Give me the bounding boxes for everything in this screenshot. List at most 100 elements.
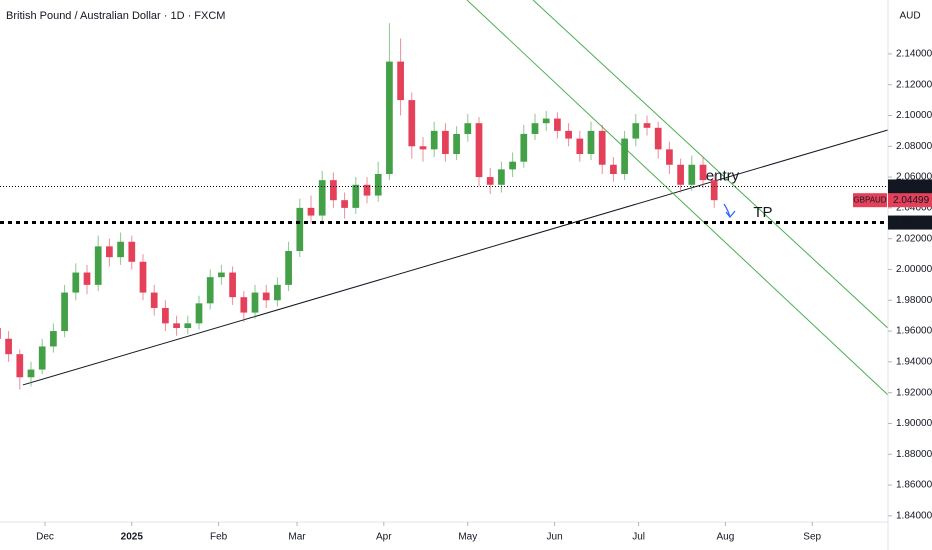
candle-body: [710, 180, 718, 201]
candle-body: [542, 118, 550, 124]
candle-body: [430, 130, 438, 150]
x-tick-label: 2025: [121, 532, 144, 543]
trend-line: [532, 0, 888, 329]
axes: 2.14000 2.12000 2.10000 2.08000 2.06000 2.040…: [36, 49, 932, 543]
candle-body: [352, 184, 360, 208]
candle-body: [195, 303, 203, 324]
candle-body: [643, 123, 651, 128]
y-tick-label: 2.06000: [896, 172, 932, 183]
candle-body: [106, 246, 113, 258]
y-tick-label: 1.96000: [896, 326, 932, 337]
x-tick-label: Apr: [376, 532, 392, 543]
candle-body: [475, 123, 483, 178]
candle-body: [587, 130, 595, 154]
candle-body: [677, 164, 684, 185]
candle-body: [464, 123, 472, 134]
candle-body: [262, 292, 270, 301]
candle-body: [128, 241, 136, 262]
x-tick-label: Jul: [632, 532, 645, 543]
candle-body: [386, 61, 393, 174]
candle-body: [5, 338, 12, 355]
y-tick-label: 1.90000: [896, 418, 932, 429]
y-tick-label: 1.84000: [896, 510, 932, 521]
candle-body: [318, 180, 326, 216]
candle-body: [16, 354, 24, 378]
candle-body: [27, 369, 35, 378]
chart-title: British Pound / Australian Dollar · 1D ·…: [6, 10, 225, 22]
candle-body: [397, 61, 404, 101]
candle-body: [565, 130, 572, 139]
y-tick-label: 2.10000: [896, 110, 932, 121]
x-tick-label: Jun: [547, 532, 563, 543]
candle-body: [610, 164, 617, 174]
price-level-tag: [888, 215, 932, 230]
candle-body: [240, 297, 248, 313]
candle-body: [374, 174, 382, 196]
candle-body: [509, 161, 516, 170]
candle-body: [330, 180, 337, 201]
candle-body: [307, 207, 315, 216]
candle-body: [218, 272, 225, 278]
plot-area: [0, 0, 888, 396]
y-tick-label: 1.86000: [896, 480, 932, 491]
annotation: entry: [706, 167, 740, 184]
symbol-label: GBPAUD: [853, 195, 886, 204]
candle-body: [498, 169, 505, 185]
candle-body: [699, 164, 707, 181]
y-tick-label: 2.04000: [896, 203, 932, 214]
last-price-label: 2.04499: [893, 195, 930, 206]
x-tick-label: May: [458, 532, 477, 543]
candle-body: [72, 272, 80, 293]
y-tick-label: 2.08000: [896, 141, 932, 152]
y-tick-label: 1.94000: [896, 356, 932, 367]
candle-body: [61, 292, 68, 332]
candle-body: [274, 284, 281, 301]
y-tick-label: 2.12000: [896, 79, 932, 90]
candle-body: [0, 327, 1, 339]
x-tick-label: Dec: [36, 532, 54, 543]
candle-body: [453, 133, 460, 154]
candle-body: [598, 130, 606, 165]
candle-body: [621, 138, 628, 174]
y-tick-label: 1.92000: [896, 387, 932, 398]
candle-body: [632, 123, 640, 139]
candle-body: [486, 177, 494, 185]
y-tick-label: 1.88000: [896, 449, 932, 460]
price-level-tag: [888, 179, 932, 194]
candle-body: [576, 138, 584, 154]
trend-line: [466, 0, 888, 396]
x-tick-label: Sep: [803, 532, 821, 543]
currency-label: AUD: [899, 11, 920, 22]
candle-body: [408, 100, 416, 147]
candle-body: [150, 292, 158, 308]
candle-body: [83, 272, 91, 285]
price-level-label: 2.05390: [893, 181, 930, 192]
candle-body: [285, 250, 292, 285]
candle-body: [184, 323, 192, 328]
candle-body: [38, 346, 46, 370]
candle-body: [520, 133, 528, 162]
candle-body: [206, 277, 214, 304]
candle-body: [94, 246, 102, 285]
candle-body: [139, 261, 147, 293]
y-tick-label: 2.00000: [896, 264, 932, 275]
candle-body: [688, 164, 696, 185]
candle-body: [50, 331, 57, 347]
candle-body: [554, 118, 561, 131]
candle-body: [419, 146, 427, 150]
x-tick-label: Feb: [210, 532, 228, 543]
candle-body: [162, 307, 169, 324]
x-tick-label: Aug: [717, 532, 735, 543]
candle-body: [229, 272, 236, 298]
symbol-tag: [853, 193, 887, 208]
annotation: TP: [753, 204, 772, 221]
candle-body: [654, 127, 662, 150]
price-level-label: 2.03047: [893, 217, 930, 228]
candle-body: [117, 241, 124, 258]
x-tick-label: Mar: [288, 532, 306, 543]
candle-body: [173, 323, 180, 328]
arrow: [723, 203, 736, 218]
trend-line: [22, 129, 888, 386]
